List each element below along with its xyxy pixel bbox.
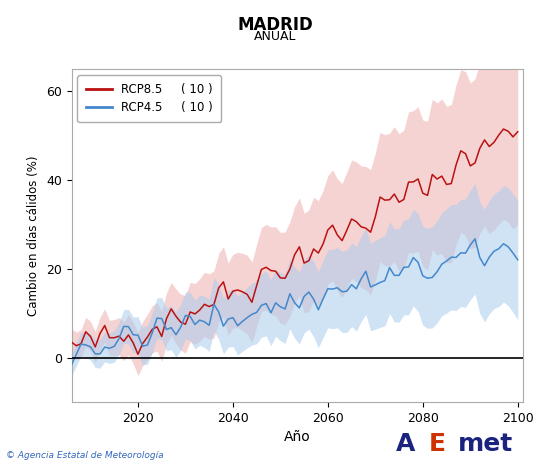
Text: met: met xyxy=(458,432,514,456)
Y-axis label: Cambio en días cálidos (%): Cambio en días cálidos (%) xyxy=(28,155,40,316)
Text: A: A xyxy=(396,432,415,456)
Text: © Agencia Estatal de Meteorología: © Agencia Estatal de Meteorología xyxy=(6,451,163,460)
Text: E: E xyxy=(428,432,446,456)
Text: MADRID: MADRID xyxy=(237,16,313,34)
Legend: RCP8.5     ( 10 ), RCP4.5     ( 10 ): RCP8.5 ( 10 ), RCP4.5 ( 10 ) xyxy=(78,75,221,122)
X-axis label: Año: Año xyxy=(284,430,310,444)
Text: ANUAL: ANUAL xyxy=(254,30,296,43)
